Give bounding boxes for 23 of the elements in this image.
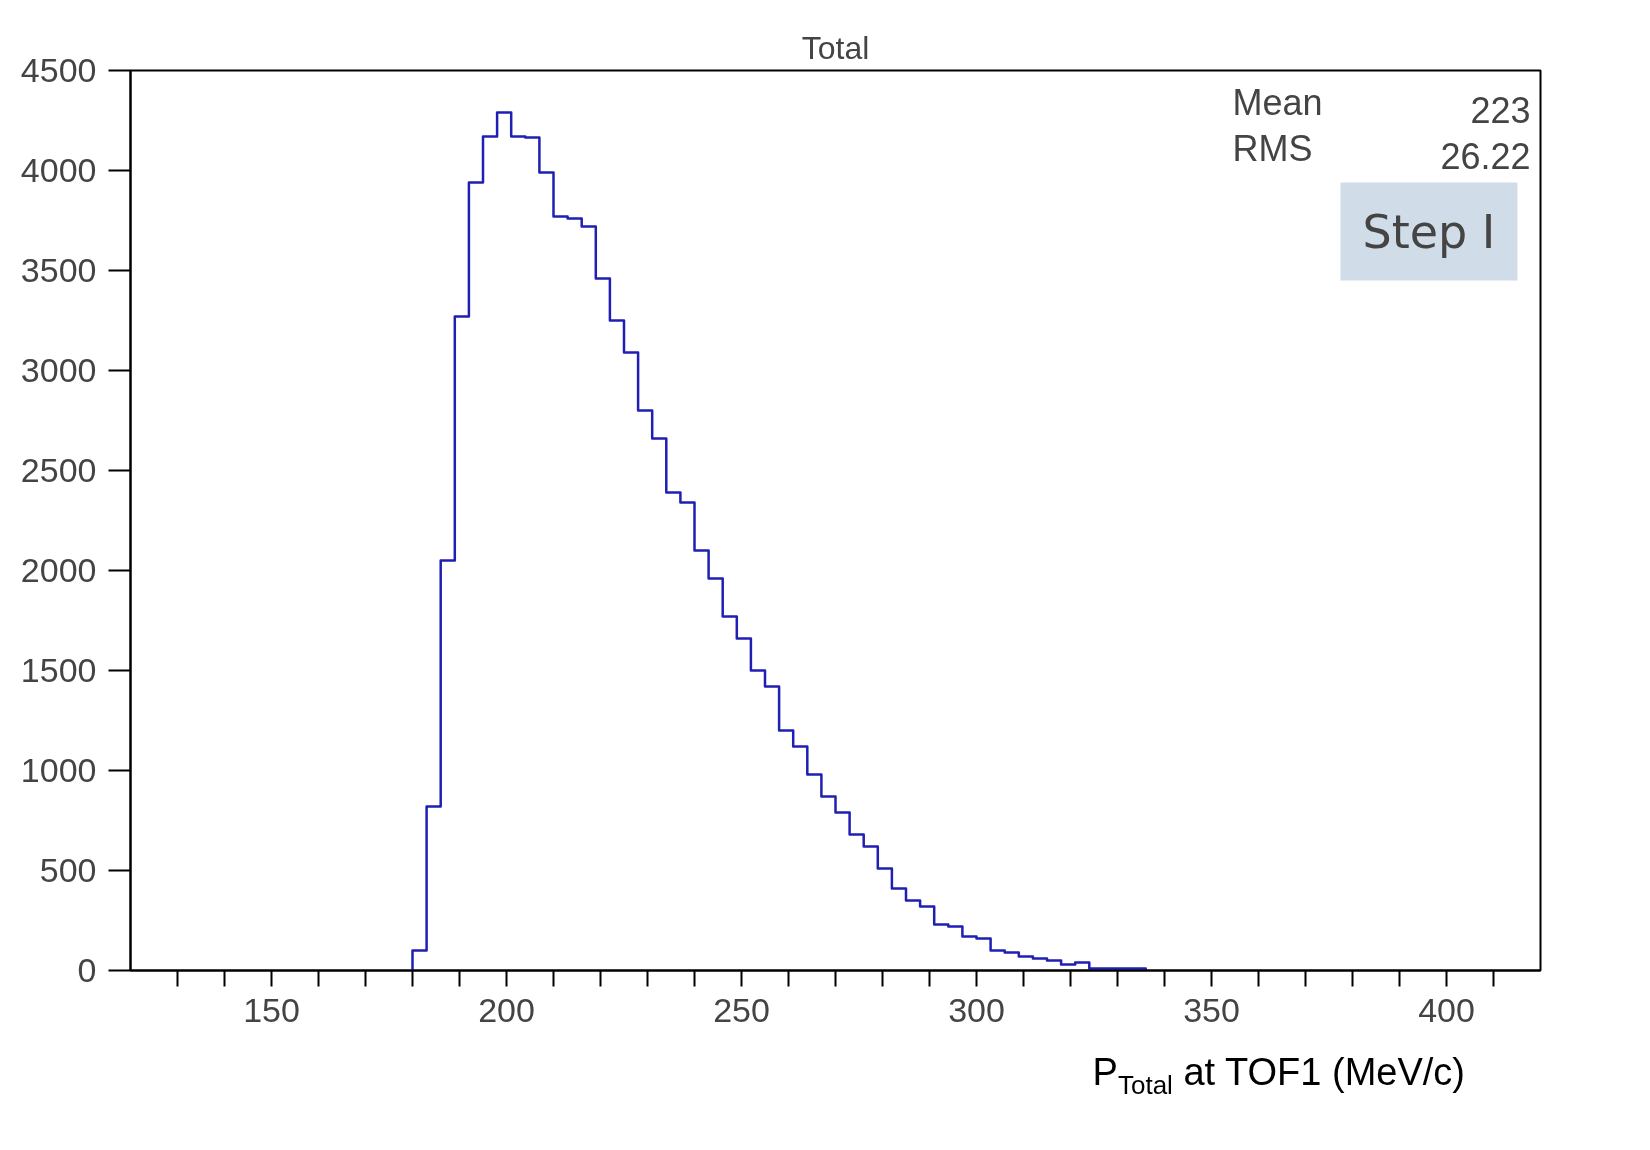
x-tick-label: 200 [478, 990, 535, 1029]
x-tick-label: 350 [1183, 990, 1240, 1029]
chart-title: Total [801, 29, 870, 66]
y-tick-label: 2000 [20, 551, 97, 589]
y-tick-label: 3500 [20, 251, 97, 289]
x-axis-title: P$_{Total}$ at TOF1 (MeV/c) [1092, 1050, 1465, 1102]
y-tick-label: 4000 [20, 151, 97, 189]
y-tick-label: 1000 [20, 751, 97, 789]
y-tick-label: 1500 [20, 651, 97, 689]
y-tick-label: 4500 [20, 51, 97, 89]
y-tick-label: 500 [39, 851, 97, 889]
annotation: Mean [1232, 81, 1323, 123]
y-tick-label: 2500 [20, 451, 97, 489]
y-tick-label: 3000 [20, 351, 97, 389]
annotation: 26.22 [1440, 135, 1531, 177]
x-tick-label: 150 [243, 990, 300, 1029]
x-tick-label: 250 [713, 990, 770, 1029]
annotation: Step I [1362, 204, 1496, 259]
x-tick-label: 300 [948, 990, 1005, 1029]
x-tick-label: 400 [1418, 990, 1475, 1029]
annotation: RMS [1232, 127, 1313, 169]
y-tick-label: 0 [77, 951, 97, 989]
annotation: 223 [1470, 89, 1531, 131]
